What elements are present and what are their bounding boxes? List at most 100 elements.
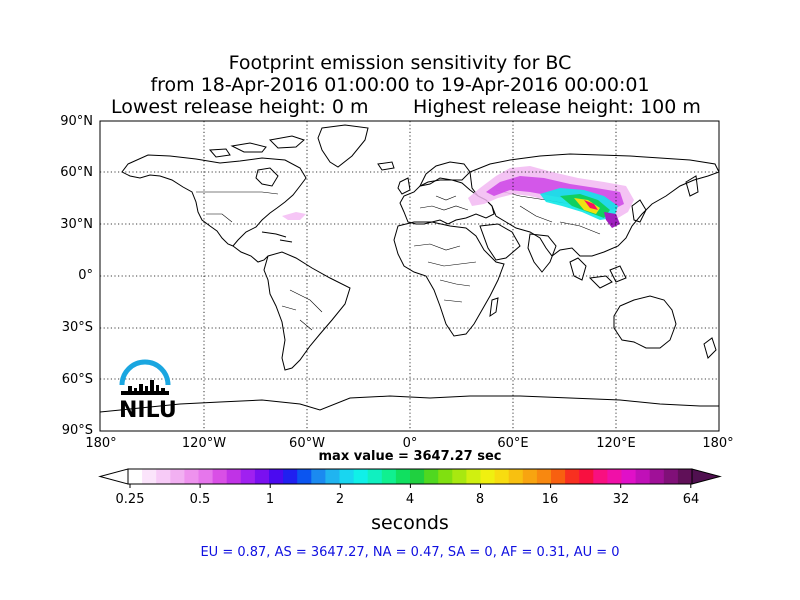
colorbar-label: 2 <box>335 492 345 507</box>
colorbar-swatch <box>424 469 439 484</box>
coast-iceland <box>377 161 395 171</box>
colorbar-swatch <box>339 469 354 484</box>
colorbar-max-arrow <box>691 468 722 485</box>
colorbar-label: 0.25 <box>115 492 145 507</box>
colorbar-swatch <box>240 469 256 484</box>
coast-antarctica <box>100 395 719 431</box>
lon-label-60w: 60°W <box>289 436 325 451</box>
colorbar-swatch <box>269 469 284 484</box>
lon-label-0: 0° <box>402 436 418 451</box>
coast-se-asia <box>569 257 627 289</box>
colorbar-label: 64 <box>682 492 700 507</box>
colorbar-label: 0.5 <box>189 492 211 507</box>
colorbar-swatch <box>466 469 481 484</box>
colorbar-unit: seconds <box>371 512 449 534</box>
coast-central-america <box>232 245 269 263</box>
coast-japan <box>631 199 647 223</box>
lon-label-60e: 60°E <box>497 436 529 451</box>
border-africa <box>413 243 477 303</box>
region-values: EU = 0.87, AS = 3647.27, NA = 0.47, SA =… <box>200 545 620 560</box>
border-usa-canada <box>196 191 279 195</box>
colorbar-swatch <box>212 469 228 484</box>
lat-label-30n: 30°N <box>60 217 93 232</box>
colorbar-swatch <box>156 469 171 484</box>
colorbar-swatch <box>565 469 580 484</box>
colorbar-swatch <box>353 469 369 484</box>
footprint-plume <box>282 166 634 228</box>
graticule <box>100 121 719 431</box>
coast-britain <box>397 177 411 195</box>
colorbar-swatch <box>480 469 495 484</box>
lat-label-90n: 90°N <box>60 114 93 129</box>
coast-hudson-bay <box>255 167 279 187</box>
lon-label-120e: 120°E <box>596 436 636 451</box>
colorbar-swatch <box>607 469 622 484</box>
lat-label-0: 0° <box>78 268 93 283</box>
colorbar <box>98 468 722 488</box>
colorbar-swatch <box>536 469 552 484</box>
colorbar-swatch <box>128 469 143 484</box>
highest-release-height: Highest release height: 100 m <box>413 96 701 118</box>
lon-label-180e: 180° <box>702 436 734 451</box>
lon-label-180w: 180° <box>85 436 117 451</box>
lat-label-30s: 30°S <box>61 320 93 335</box>
colorbar-swatch <box>283 469 298 484</box>
colorbar-label: 8 <box>475 492 485 507</box>
colorbar-swatch <box>551 469 566 484</box>
coast-arctic-islands <box>208 135 305 158</box>
colorbar-swatch <box>494 469 510 484</box>
coast-south-america <box>263 251 351 371</box>
colorbar-swatch <box>142 469 157 484</box>
coast-australia <box>613 295 677 349</box>
lat-label-60s: 60°S <box>61 372 93 387</box>
colorbar-swatch <box>184 469 199 484</box>
colorbar-swatch <box>579 469 594 484</box>
lat-label-90s: 90°S <box>61 423 93 438</box>
colorbar-swatch <box>438 469 453 484</box>
border-south-america <box>281 289 323 331</box>
colorbar-swatch <box>621 469 636 484</box>
coast-madagascar <box>489 297 499 318</box>
max-value-label: max value = 3647.27 sec <box>318 449 502 464</box>
colorbar-swatch <box>649 469 665 484</box>
colorbar-min-arrow <box>98 468 129 485</box>
coast-asia <box>469 153 719 257</box>
coast-newzealand <box>703 337 717 359</box>
colorbar-swatch <box>508 469 524 484</box>
colorbar-swatch <box>522 469 538 484</box>
colorbar-swatch <box>170 469 185 484</box>
colorbar-swatch <box>311 469 326 484</box>
colorbar-label: 16 <box>541 492 559 507</box>
map-frame <box>99 120 720 432</box>
border-europe <box>419 195 469 211</box>
colorbar-swatch <box>325 469 340 484</box>
border-usa-mexico <box>206 213 233 223</box>
colorbar-swatch <box>452 469 467 484</box>
nilu-logo-icon <box>119 359 171 395</box>
colorbar-swatch <box>635 469 651 484</box>
map-title: Footprint emission sensitivity for BC <box>228 52 572 74</box>
colorbar-swatch <box>367 469 383 484</box>
lon-label-120w: 120°W <box>181 436 227 451</box>
colorbar-swatch <box>593 469 608 484</box>
coast-caribbean <box>261 231 293 243</box>
colorbar-swatch <box>381 469 397 484</box>
map-subtitle-period: from 18-Apr-2016 01:00:00 to 19-Apr-2016… <box>150 74 650 96</box>
colorbar-swatch <box>297 469 312 484</box>
coast-arabia <box>479 223 521 261</box>
colorbar-label: 4 <box>405 492 415 507</box>
nilu-logo-text: NILU <box>119 398 177 423</box>
coast-kamchatka <box>685 175 699 197</box>
coast-greenland <box>317 124 369 168</box>
colorbar-swatch <box>198 469 213 484</box>
coast-north-america <box>121 154 307 247</box>
colorbar-swatch <box>254 469 270 484</box>
colorbar-swatch <box>226 469 242 484</box>
coast-africa <box>393 221 505 337</box>
colorbar-swatch <box>395 469 411 484</box>
colorbar-swatch <box>410 469 425 484</box>
colorbar-swatch <box>663 469 679 484</box>
colorbar-label: 32 <box>612 492 630 507</box>
coast-india <box>527 233 557 273</box>
